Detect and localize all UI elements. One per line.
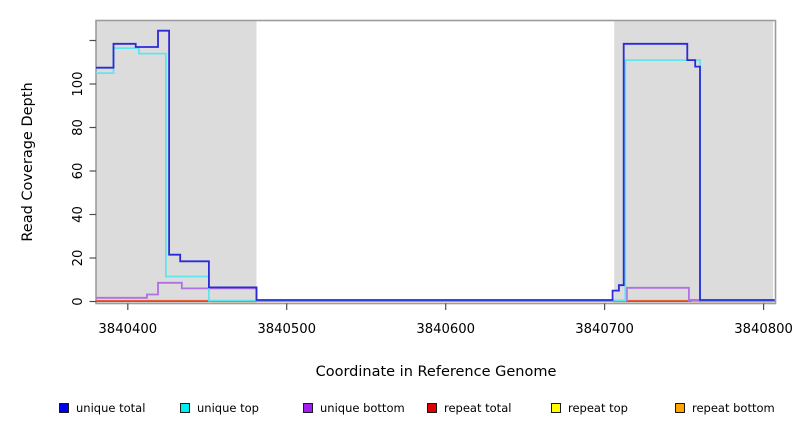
x-tick-label: 3840600 (416, 322, 475, 337)
shaded-region (614, 21, 774, 303)
x-tick-label: 3840400 (98, 322, 157, 337)
x-tick-label: 3840700 (575, 322, 634, 337)
y-tick-label: 0 (71, 297, 86, 305)
plot-box (95, 19, 777, 305)
y-tick-label: 60 (71, 163, 86, 180)
y-tick-label: 100 (71, 71, 86, 96)
x-tick-label: 3840500 (257, 322, 316, 337)
x-tick-label: 3840800 (734, 322, 792, 337)
shaded-region (96, 21, 257, 303)
y-axis-title: Read Coverage Depth (20, 82, 36, 242)
series-line-unique-total (96, 29, 775, 301)
y-tick-label: 40 (71, 206, 86, 223)
x-axis-title: Coordinate in Reference Genome (315, 364, 557, 380)
y-tick-label: 80 (71, 119, 86, 136)
series-line-unique-bottom (96, 281, 775, 302)
y-tick-label: 20 (71, 250, 86, 267)
